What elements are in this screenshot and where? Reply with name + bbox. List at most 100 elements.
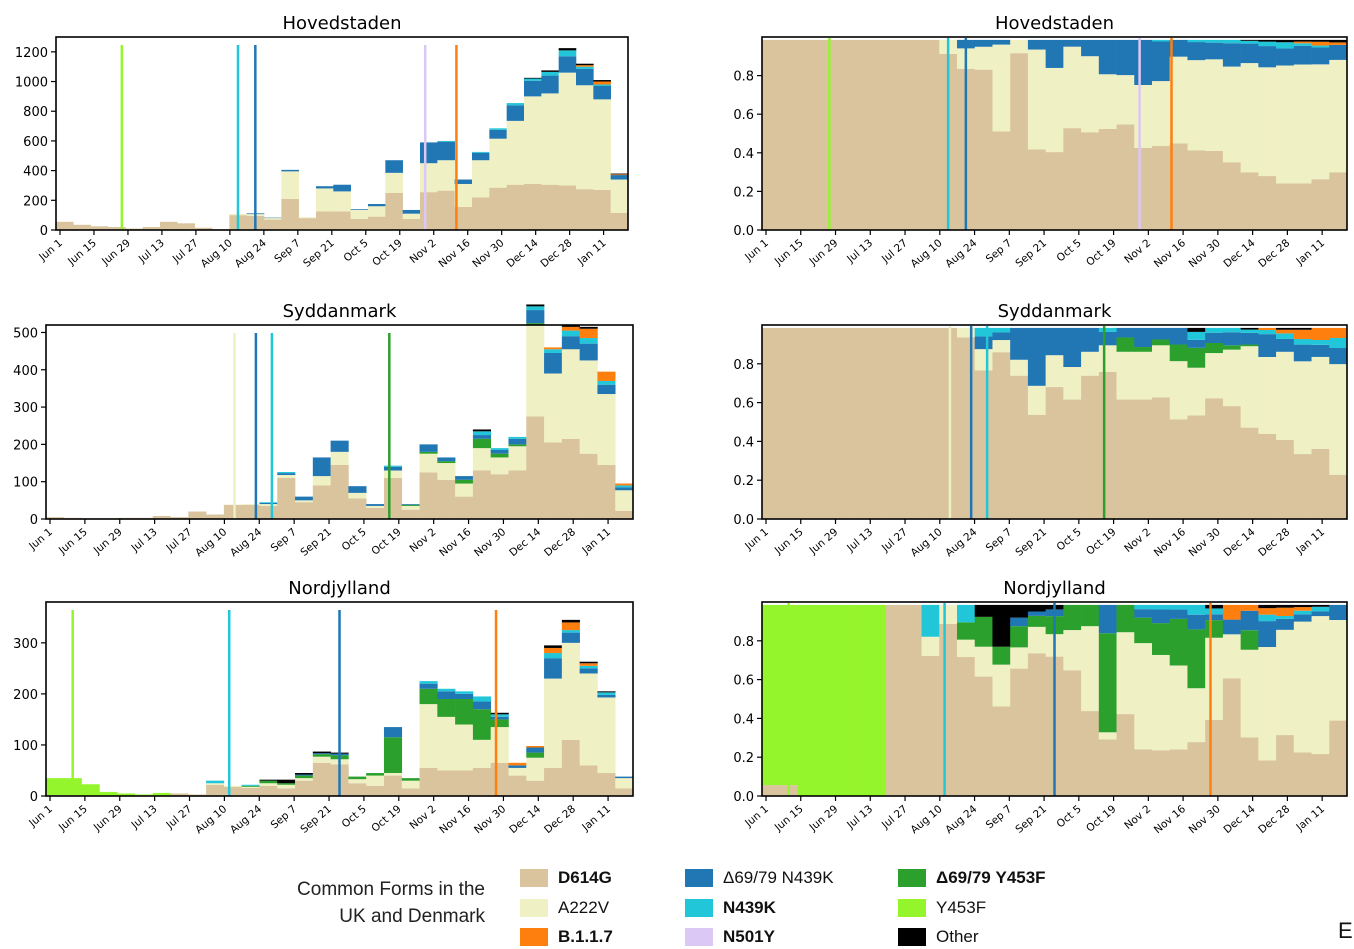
- share-segment-d614g: [992, 706, 1010, 796]
- bar-segment-b117: [597, 372, 615, 381]
- share-segment-a222v: [1046, 355, 1064, 387]
- count-axis-xtick-label: Aug 10: [193, 526, 229, 559]
- share-segment-a222v: [1258, 357, 1276, 434]
- count-axis-xtick-label: Sep 21: [298, 803, 334, 836]
- share-segment-d614g: [1099, 739, 1117, 796]
- share-segment-y453f_d: [1099, 633, 1117, 732]
- bar-segment-a222v: [559, 73, 577, 186]
- bar-segment-b117: [544, 347, 562, 349]
- bar-segment-y453f_d: [402, 505, 420, 506]
- bar-segment-a222v: [348, 493, 366, 499]
- bar-segment-n439k: [507, 103, 525, 105]
- share-segment-a222v: [1276, 630, 1294, 735]
- share-segment-n439k: [957, 605, 975, 622]
- share-segment-n439k_d: [1312, 47, 1330, 64]
- bar-segment-n439k_d: [348, 486, 366, 493]
- share-segment-d614g: [1063, 128, 1081, 230]
- share-segment-n439k: [1276, 333, 1294, 339]
- bar-segment-a222v: [259, 783, 277, 786]
- share-segment-d614g: [904, 40, 922, 230]
- share-segment-a222v: [1134, 352, 1152, 400]
- share-segment-d614g: [1099, 129, 1117, 230]
- proportion-axis-xtick-label: Nov 2: [1122, 526, 1153, 555]
- bar-segment-d614g: [295, 781, 313, 796]
- share-segment-d614g: [904, 605, 922, 796]
- count-axis-xtick-label: Nov 2: [408, 237, 439, 266]
- share-segment-n439k: [1258, 615, 1276, 621]
- share-segment-n439k_d: [1276, 619, 1294, 630]
- proportion-axis-xtick-label: Jun 29: [807, 237, 841, 268]
- share-segment-d614g: [868, 40, 886, 230]
- bar-segment-d614g: [316, 211, 334, 230]
- bar-segment-n439k_d: [277, 473, 295, 475]
- share-segment-a222v: [1205, 353, 1223, 398]
- share-segment-d614g: [992, 131, 1010, 230]
- bar-segment-n439k: [277, 472, 295, 473]
- share-segment-a222v: [1258, 647, 1276, 760]
- bar-segment-n439k_d: [384, 467, 402, 471]
- share-segment-n439k_d: [1010, 328, 1028, 360]
- bar-segment-d614g: [385, 193, 403, 230]
- bar-segment-n439k_d: [544, 658, 562, 678]
- share-segment-other: [975, 605, 993, 617]
- count-axis-xtick-label: Aug 24: [233, 237, 269, 270]
- share-segment-a222v: [1258, 67, 1276, 176]
- bar-segment-other: [611, 174, 629, 175]
- bar-segment-a222v: [576, 85, 594, 189]
- bar-segment-n439k_d: [403, 210, 421, 214]
- share-segment-d614g: [1205, 398, 1223, 519]
- share-segment-d614g: [992, 352, 1010, 519]
- bar-segment-d614g: [160, 222, 178, 230]
- count-axis-xtick-label: Aug 10: [193, 803, 229, 836]
- count-axis-xtick-label: Jun 15: [56, 803, 90, 834]
- count-axis-xtick-label: Jun 1: [26, 803, 55, 830]
- bar-segment-a222v: [313, 476, 331, 485]
- share-segment-y453f_d: [975, 617, 993, 647]
- bar-segment-a222v: [402, 506, 420, 510]
- proportion-axis-xtick-label: Oct 5: [1054, 803, 1083, 830]
- count-axis-ytick-label: 0: [40, 224, 48, 239]
- bar-segment-d614g: [420, 768, 438, 796]
- count-axis-xtick-label: Nov 16: [437, 526, 473, 559]
- bar-segment-n439k: [259, 502, 277, 503]
- bar-segment-d614g: [177, 223, 195, 230]
- bar-segment-a222v: [455, 725, 473, 771]
- proportion-axis-title: Hovedstaden: [995, 13, 1114, 34]
- bar-segment-b117: [544, 648, 562, 653]
- share-segment-n439k_d: [1187, 42, 1205, 60]
- share-segment-a222v: [1081, 626, 1099, 711]
- share-segment-a222v: [1329, 60, 1347, 173]
- count-axis-xtick-label: Dec 28: [542, 803, 578, 836]
- bar-segment-d614g: [259, 506, 277, 519]
- bar-segment-n439k_d: [544, 353, 562, 374]
- bar-segment-n439k_d: [384, 727, 402, 737]
- bar-segment-a222v: [366, 776, 384, 786]
- share-segment-d614g: [833, 40, 851, 230]
- bar-segment-a222v: [385, 173, 403, 193]
- share-segment-d614g: [1099, 372, 1117, 519]
- share-segment-d614g: [1117, 714, 1135, 796]
- share-segment-d614g: [868, 328, 886, 519]
- bar-segment-other: [562, 620, 580, 623]
- bar-segment-other: [580, 327, 598, 329]
- proportion-axis-ytick-label: 0.2: [733, 751, 754, 766]
- count-axis-xtick-label: Oct 19: [369, 526, 403, 558]
- proportion-axis-xtick-label: Oct 5: [1054, 526, 1083, 553]
- share-segment-n439k: [1312, 340, 1330, 345]
- share-segment-y453f_d: [1223, 345, 1241, 349]
- bar-segment-d614g: [562, 740, 580, 796]
- share-segment-y453f: [797, 605, 815, 796]
- bar-segment-d614g: [491, 474, 509, 519]
- share-segment-n439k: [1099, 328, 1117, 332]
- share-segment-y453f_d: [1028, 616, 1046, 627]
- count-axis-xtick-label: Jul 13: [136, 237, 167, 266]
- bar-segment-n439k: [562, 630, 580, 633]
- share-segment-n439k_d: [1117, 40, 1135, 75]
- bar-segment-a222v: [402, 781, 420, 789]
- bar-segment-d614g: [313, 485, 331, 519]
- bar-segment-d614g: [277, 788, 295, 796]
- share-segment-a222v: [975, 647, 993, 677]
- share-segment-other: [1241, 40, 1259, 41]
- count-axis-ytick-label: 200: [13, 688, 38, 703]
- bar-segment-a222v: [524, 96, 542, 184]
